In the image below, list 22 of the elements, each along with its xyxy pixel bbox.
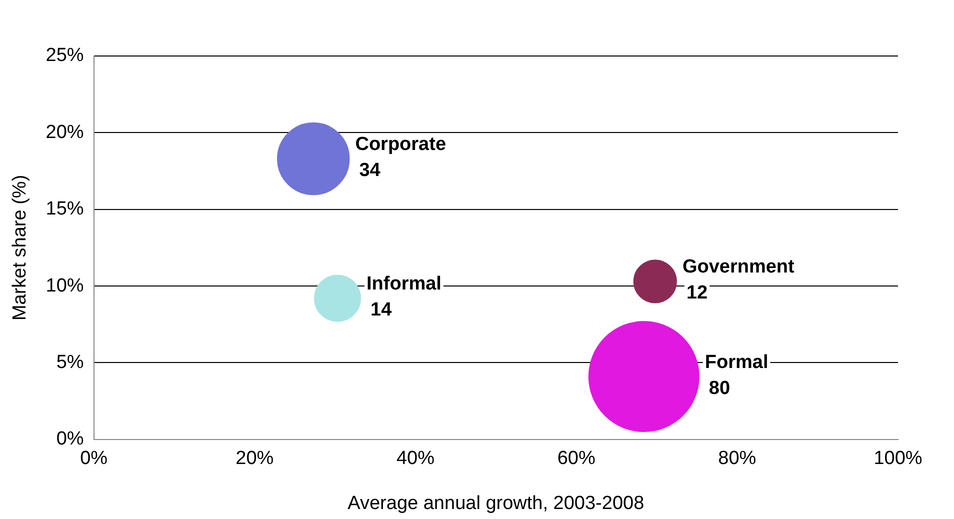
x-tick-label: 0% [80,448,108,470]
series-label: Informal [366,274,442,295]
series-label: Corporate [355,134,446,155]
x-tick-label: 20% [236,448,274,470]
data-label: 34 [359,160,381,181]
x-tick-label: 100% [874,448,922,470]
x-tick-label: 40% [396,448,435,470]
series-label: Formal [704,352,768,373]
y-tick-label: 0% [56,428,84,450]
y-axis-title: Market share (%) [10,174,31,321]
data-label: 80 [708,378,730,399]
y-tick-label: 15% [46,198,84,220]
x-axis-title: Average annual growth, 2003-2008 [348,492,644,514]
data-label: 12 [686,282,708,304]
y-tick-label: 10% [46,275,84,296]
data-label: 14 [370,300,392,321]
y-tick-label: 25% [46,45,84,66]
y-tick-label: 20% [46,122,84,143]
x-tick-label: 80% [718,448,756,470]
x-tick-label: 60% [557,448,596,470]
y-tick-label: 5% [56,352,84,373]
series-label: Government [682,256,796,278]
